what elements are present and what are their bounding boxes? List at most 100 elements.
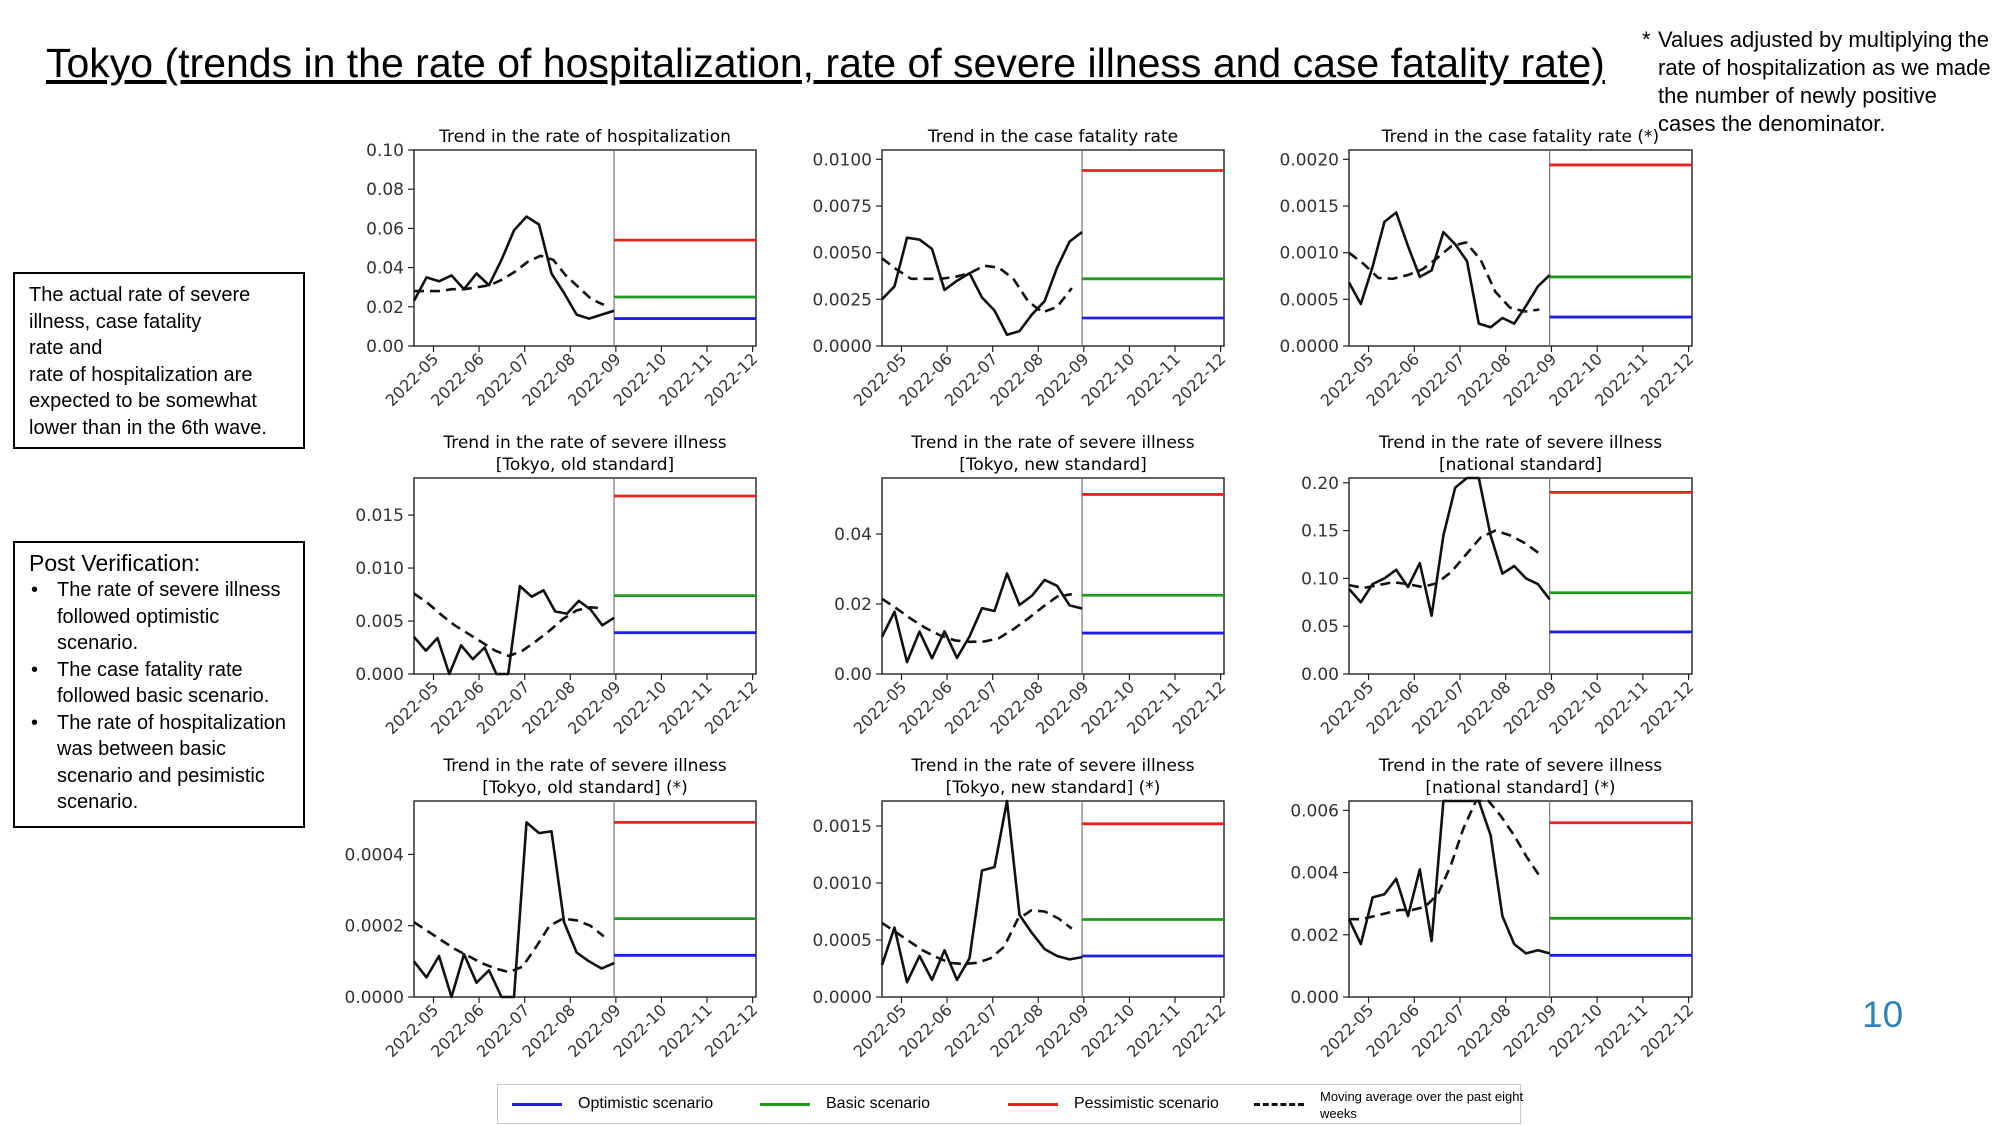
chart-title: Trend in the rate of severe illness (442, 433, 726, 453)
note-line: illness, case fatality (29, 310, 202, 333)
y-tick-label: 0.10 (366, 141, 404, 161)
plot-frame (413, 800, 757, 998)
post-verification-box: Post Verification: The rate of severe il… (13, 541, 305, 828)
y-tick-label: 0.00 (834, 665, 872, 685)
y-tick-label: 0.0000 (813, 337, 872, 357)
y-tick-label: 0.000 (355, 665, 404, 685)
y-tick-label: 0.004 (1290, 864, 1339, 884)
note-line: lower than in the 6th wave. (29, 416, 267, 439)
chart-title: [Tokyo, old standard] (*) (482, 778, 688, 798)
actual-rate-line (880, 799, 1083, 984)
footnote-star: * (1642, 27, 1651, 52)
moving-average-line (1348, 241, 1540, 313)
moving-average-line (413, 917, 605, 974)
moving-average-line (881, 909, 1073, 966)
chart-title: Trend in the case fatality rate (927, 127, 1178, 147)
note-line: The actual rate of severe (29, 284, 251, 306)
y-tick-label: 0.0010 (1280, 244, 1339, 264)
y-tick-label: 0.0015 (813, 817, 872, 837)
legend-swatch-moving-average (1254, 1103, 1304, 1106)
actual-rate-line (1347, 799, 1551, 955)
moving-average-line (414, 254, 605, 306)
chart-title: Trend in the rate of severe illness (1378, 433, 1662, 453)
y-tick-label: 0.010 (355, 559, 404, 579)
post-verification-title: Post Verification: (29, 550, 201, 576)
y-tick-label: 0.0005 (1280, 290, 1339, 310)
chart-title: [Tokyo, old standard] (496, 455, 674, 475)
post-verification-list: The rate of severe illness followed opti… (29, 577, 289, 816)
chart-panel: Trend in the rate of severe illness[Toky… (834, 433, 1229, 738)
plot-frame (1348, 149, 1693, 347)
verification-item: The rate of severe illness followed opti… (29, 577, 289, 657)
plot-frame (1348, 800, 1693, 998)
legend-label: Basic scenario (826, 1095, 931, 1112)
moving-average-line (1348, 529, 1541, 590)
moving-average-line (413, 592, 604, 658)
chart-panel: Trend in the case fatality rate 0.0000 0.0… (813, 127, 1230, 410)
y-tick-label: 0.15 (1301, 522, 1339, 542)
y-tick-label: 0.04 (834, 525, 872, 545)
actual-rate-line (413, 584, 615, 676)
y-tick-label: 0.10 (1301, 569, 1339, 589)
chart-title: [Tokyo, new standard] (959, 455, 1147, 475)
chart-title: Trend in the case fatality rate (*) (1381, 127, 1659, 147)
y-tick-label: 0.005 (355, 612, 404, 632)
y-tick-label: 0.00 (1301, 665, 1339, 685)
y-tick-label: 0.05 (1301, 617, 1339, 637)
chart-title: [national standard] (1439, 455, 1602, 475)
moving-average-line (1349, 799, 1541, 921)
y-tick-label: 0.0000 (813, 988, 872, 1008)
slide-title: Tokyo (trends in the rate of hospitaliza… (46, 40, 1605, 86)
note-line: rate and (29, 337, 103, 359)
y-tick-label: 0.02 (834, 595, 872, 615)
y-tick-label: 0.006 (1290, 801, 1339, 821)
actual-rate-line (880, 572, 1083, 664)
note-line: rate of hospitalization are (29, 363, 253, 386)
y-tick-label: 0.0000 (1280, 337, 1339, 357)
chart-title: Trend in the rate of severe illness (442, 756, 726, 776)
y-tick-label: 0.20 (1301, 474, 1339, 494)
actual-rate-line (412, 215, 615, 320)
y-tick-label: 0.0075 (813, 197, 872, 217)
y-tick-label: 0.0000 (345, 988, 404, 1008)
legend-label: Moving average over the past eight weeks (1320, 1089, 1524, 1121)
y-tick-label: 0.06 (366, 219, 404, 239)
chart-title: [national standard] (*) (1425, 778, 1615, 798)
y-tick-label: 0.02 (366, 298, 404, 318)
chart-panel: Trend in the rate of severe illness[Toky… (355, 433, 761, 738)
y-tick-label: 0.08 (366, 180, 404, 200)
page-number: 10 (1862, 994, 1904, 1035)
chart-panel: Trend in the rate of severe illness[nati… (1301, 433, 1697, 738)
y-tick-label: 0.0025 (813, 290, 872, 310)
note-line: expected to be somewhat (29, 390, 257, 412)
legend-label: Pessimistic scenario (1074, 1095, 1219, 1112)
plot-frame (881, 477, 1225, 675)
legend-swatch-pessimistic (1008, 1103, 1058, 1106)
y-tick-label: 0.015 (355, 506, 404, 526)
expectation-note-box: The actual rate of severe illness, case … (13, 272, 305, 449)
actual-rate-line (1347, 211, 1551, 329)
chart-title: Trend in the rate of severe illness (1378, 756, 1662, 776)
y-tick-label: 0.0010 (813, 874, 872, 894)
chart-title: [Tokyo, new standard] (*) (946, 778, 1161, 798)
y-tick-label: 0.0004 (345, 845, 404, 865)
verification-item: The rate of hospitalization was between … (29, 710, 289, 816)
chart-title: Trend in the rate of severe illness (910, 433, 1194, 453)
plot-frame (1348, 477, 1693, 675)
chart-panel: Trend in the rate of severe illness[nati… (1290, 756, 1697, 1061)
chart-panel: Trend in the rate of hospitalization 0.00… (366, 127, 761, 410)
y-tick-label: 0.0005 (813, 931, 872, 951)
moving-average-line (881, 592, 1073, 644)
verification-item: The case fatality rate followed basic sc… (29, 657, 289, 710)
plot-frame (413, 149, 757, 347)
plot-frame (413, 477, 757, 675)
legend-label: Optimistic scenario (578, 1095, 714, 1112)
y-tick-label: 0.04 (366, 259, 404, 279)
y-tick-label: 0.0100 (813, 150, 872, 170)
legend-swatch-basic (760, 1103, 810, 1106)
actual-rate-line (412, 821, 615, 999)
actual-rate-line (881, 231, 1083, 337)
chart-title: Trend in the rate of hospitalization (438, 127, 731, 147)
actual-rate-line (1348, 476, 1551, 618)
